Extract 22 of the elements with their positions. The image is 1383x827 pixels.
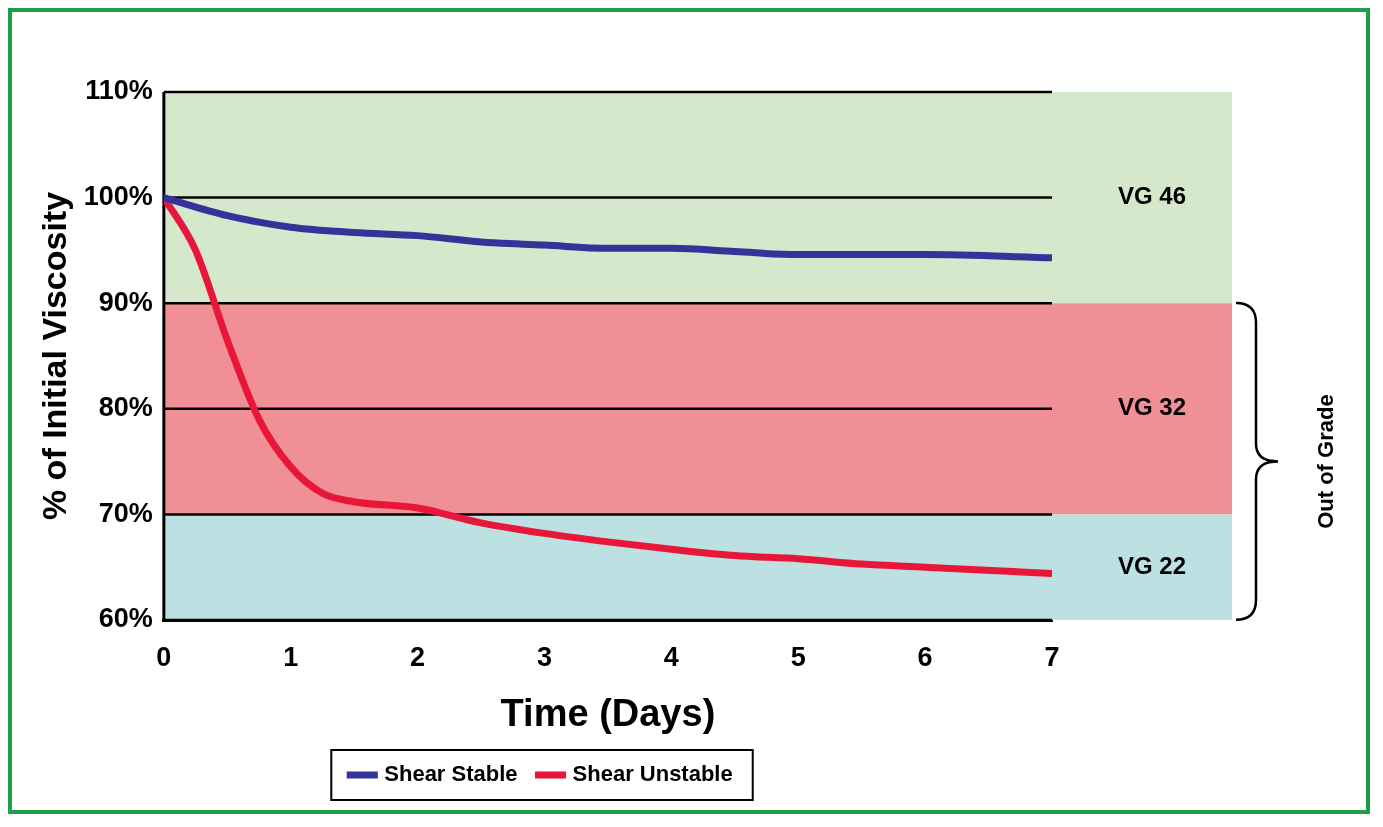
x-axis-title: Time (Days) xyxy=(500,691,716,734)
x-tick-label: 7 xyxy=(1044,641,1060,672)
y-tick-label: 90% xyxy=(98,286,153,317)
y-tick-label: 60% xyxy=(98,603,153,634)
band-label: VG 32 xyxy=(1117,393,1187,421)
y-tick-label: 70% xyxy=(98,497,153,528)
y-tick-label: 80% xyxy=(98,392,153,423)
y-tick-label: 100% xyxy=(83,181,153,212)
legend-label: Shear Stable xyxy=(384,761,518,787)
x-tick-label: 3 xyxy=(536,641,552,672)
x-tick-label: 2 xyxy=(410,641,426,672)
band-label: VG 22 xyxy=(1117,551,1187,579)
legend-label: Shear Unstable xyxy=(572,761,733,787)
x-tick-label: 0 xyxy=(156,641,172,672)
y-tick-label: 110% xyxy=(85,75,153,106)
x-tick-label: 6 xyxy=(917,641,933,672)
text: Out of Grade xyxy=(1313,394,1339,529)
x-tick-label: 1 xyxy=(283,641,299,672)
x-tick-label: 5 xyxy=(790,641,806,672)
band-label: VG 46 xyxy=(1117,182,1187,210)
y-axis-title: % of Initial Viscosity xyxy=(34,191,73,521)
x-tick-label: 4 xyxy=(663,641,679,672)
